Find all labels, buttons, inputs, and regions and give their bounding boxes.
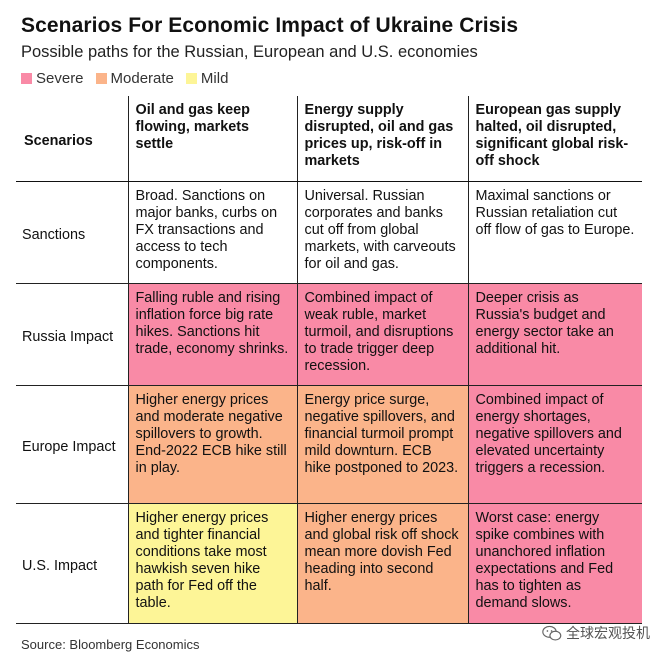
legend-swatch-severe bbox=[21, 73, 32, 84]
table-header-row: Scenarios Oil and gas keep flowing, mark… bbox=[16, 96, 642, 182]
row-label-us-impact: U.S. Impact bbox=[16, 503, 128, 624]
table-cell: Deeper crisis as Russia's budget and ene… bbox=[467, 283, 642, 386]
legend-swatch-mild bbox=[185, 73, 197, 84]
table-cell: Universal. Russian corporates and banks … bbox=[296, 181, 468, 284]
chart-subtitle: Possible paths for the Russian, European… bbox=[21, 43, 478, 61]
table-row-europe-impact: Europe Impact Higher energy prices and m… bbox=[16, 385, 642, 504]
table-row-sanctions: Sanctions Broad. Sanctions on major bank… bbox=[16, 181, 642, 284]
table-cell: Broad. Sanctions on major banks, curbs o… bbox=[127, 181, 297, 284]
row-label-europe-impact: Europe Impact bbox=[16, 385, 128, 504]
column-header-scenario-3: European gas supply halted, oil disrupte… bbox=[467, 96, 642, 182]
row-label-russia-impact: Russia Impact bbox=[16, 283, 128, 386]
legend-label-mild: Mild bbox=[200, 70, 229, 87]
table-row-us-impact: U.S. Impact Higher energy prices and tig… bbox=[16, 503, 642, 624]
legend-swatch-moderate bbox=[95, 73, 107, 84]
row-label-sanctions: Sanctions bbox=[16, 181, 128, 284]
scenario-table: Scenarios Oil and gas keep flowing, mark… bbox=[16, 96, 642, 624]
table-cell: Higher energy prices and global risk off… bbox=[296, 503, 468, 624]
legend-item-mild: Mild bbox=[185, 70, 229, 87]
table-cell: Energy price surge, negative spillovers,… bbox=[296, 385, 468, 504]
watermark: 全球宏观投机 bbox=[542, 623, 650, 643]
table-cell: Higher energy prices and moderate negati… bbox=[127, 385, 297, 504]
table-cell: Higher energy prices and tighter financi… bbox=[127, 503, 297, 624]
table-corner-header: Scenarios bbox=[16, 96, 128, 182]
table-cell: Combined impact of weak ruble, market tu… bbox=[296, 283, 468, 386]
legend: Severe Moderate Mild bbox=[21, 70, 240, 87]
legend-item-severe: Severe bbox=[21, 70, 84, 87]
wechat-logo-icon bbox=[542, 625, 562, 640]
table-row-russia-impact: Russia Impact Falling ruble and rising i… bbox=[16, 283, 642, 386]
watermark-text: 全球宏观投机 bbox=[566, 625, 650, 641]
chart-title: Scenarios For Economic Impact of Ukraine… bbox=[21, 14, 519, 37]
table-cell: Falling ruble and rising inflation force… bbox=[127, 283, 297, 386]
legend-item-moderate: Moderate bbox=[95, 70, 174, 87]
column-header-scenario-2: Energy supply disrupted, oil and gas pri… bbox=[296, 96, 468, 182]
table-cell: Combined impact of energy shortages, neg… bbox=[467, 385, 642, 504]
table-cell: Maximal sanctions or Russian retaliation… bbox=[467, 181, 642, 284]
legend-label-severe: Severe bbox=[36, 70, 84, 87]
source-note: Source: Bloomberg Economics bbox=[21, 637, 200, 652]
column-header-scenario-1: Oil and gas keep flowing, markets settle bbox=[127, 96, 297, 182]
table-cell: Worst case: energy spike combines with u… bbox=[467, 503, 642, 624]
legend-label-moderate: Moderate bbox=[110, 70, 174, 87]
